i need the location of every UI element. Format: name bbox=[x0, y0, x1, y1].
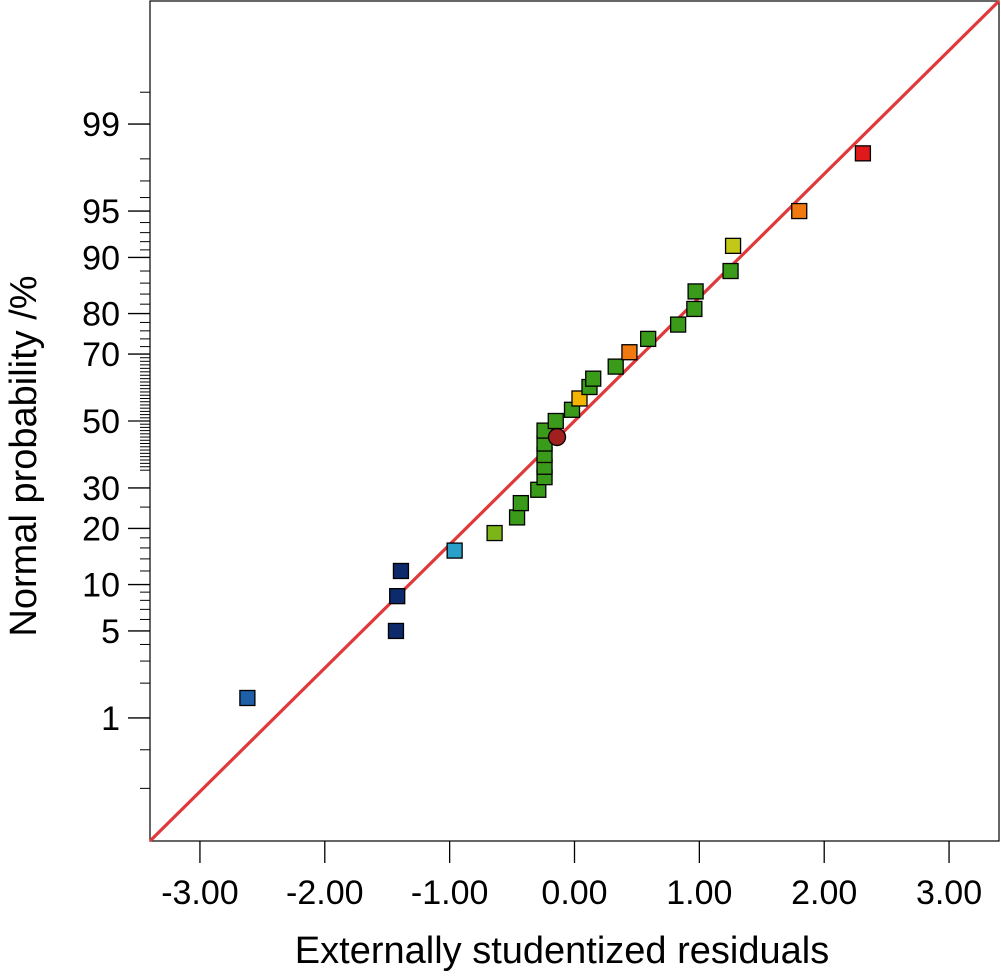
y-tick-label: 90 bbox=[82, 239, 120, 277]
data-point-29 bbox=[791, 202, 808, 220]
x-tick-label: 0.00 bbox=[541, 874, 607, 912]
y-tick-label: 10 bbox=[82, 567, 120, 605]
x-axis: -3.00 -2.00 -1.00 0.00 1.00 2.00 3.00 bbox=[161, 841, 982, 912]
reference-line bbox=[148, 0, 1001, 843]
x-tick-label: 3.00 bbox=[916, 874, 982, 912]
data-point-5 bbox=[446, 542, 463, 559]
data-point-3 bbox=[389, 587, 406, 605]
y-tick-label: 5 bbox=[101, 613, 120, 651]
data-point-7 bbox=[508, 509, 526, 526]
data-point-24 bbox=[669, 316, 687, 333]
y-tick-label: 95 bbox=[82, 193, 120, 231]
data-point-27 bbox=[722, 262, 739, 280]
y-axis-label: Normal probability /% bbox=[3, 275, 45, 636]
x-tick-label: -1.00 bbox=[411, 874, 489, 912]
y-tick-label: 80 bbox=[82, 296, 120, 334]
data-point-20 bbox=[585, 370, 602, 387]
data-point-8 bbox=[512, 494, 529, 512]
data-point-1 bbox=[239, 689, 256, 707]
data-point-28 bbox=[724, 237, 742, 255]
data-points bbox=[239, 145, 872, 707]
x-axis-label: Externally studentized residuals bbox=[295, 930, 829, 972]
data-point-15 bbox=[547, 427, 567, 447]
y-tick-label: 30 bbox=[82, 470, 120, 508]
x-tick-label: -3.00 bbox=[161, 874, 239, 912]
y-tick-label: 99 bbox=[82, 106, 120, 144]
y-tick-label: 1 bbox=[101, 700, 120, 738]
data-point-23 bbox=[640, 330, 657, 348]
y-tick-label: 50 bbox=[82, 403, 120, 441]
x-tick-label: 1.00 bbox=[666, 874, 732, 912]
data-point-25 bbox=[686, 300, 703, 318]
data-point-2 bbox=[387, 622, 405, 640]
data-point-4 bbox=[392, 562, 410, 580]
data-point-16 bbox=[547, 412, 564, 430]
data-point-6 bbox=[486, 524, 503, 542]
data-point-22 bbox=[621, 344, 638, 361]
y-tick-label: 20 bbox=[82, 510, 120, 548]
y-tick-label: 70 bbox=[82, 336, 120, 374]
x-tick-label: -2.00 bbox=[286, 874, 364, 912]
data-point-21 bbox=[607, 358, 624, 375]
x-tick-label: 2.00 bbox=[791, 874, 857, 912]
data-point-30 bbox=[854, 145, 872, 162]
data-point-26 bbox=[687, 283, 704, 300]
